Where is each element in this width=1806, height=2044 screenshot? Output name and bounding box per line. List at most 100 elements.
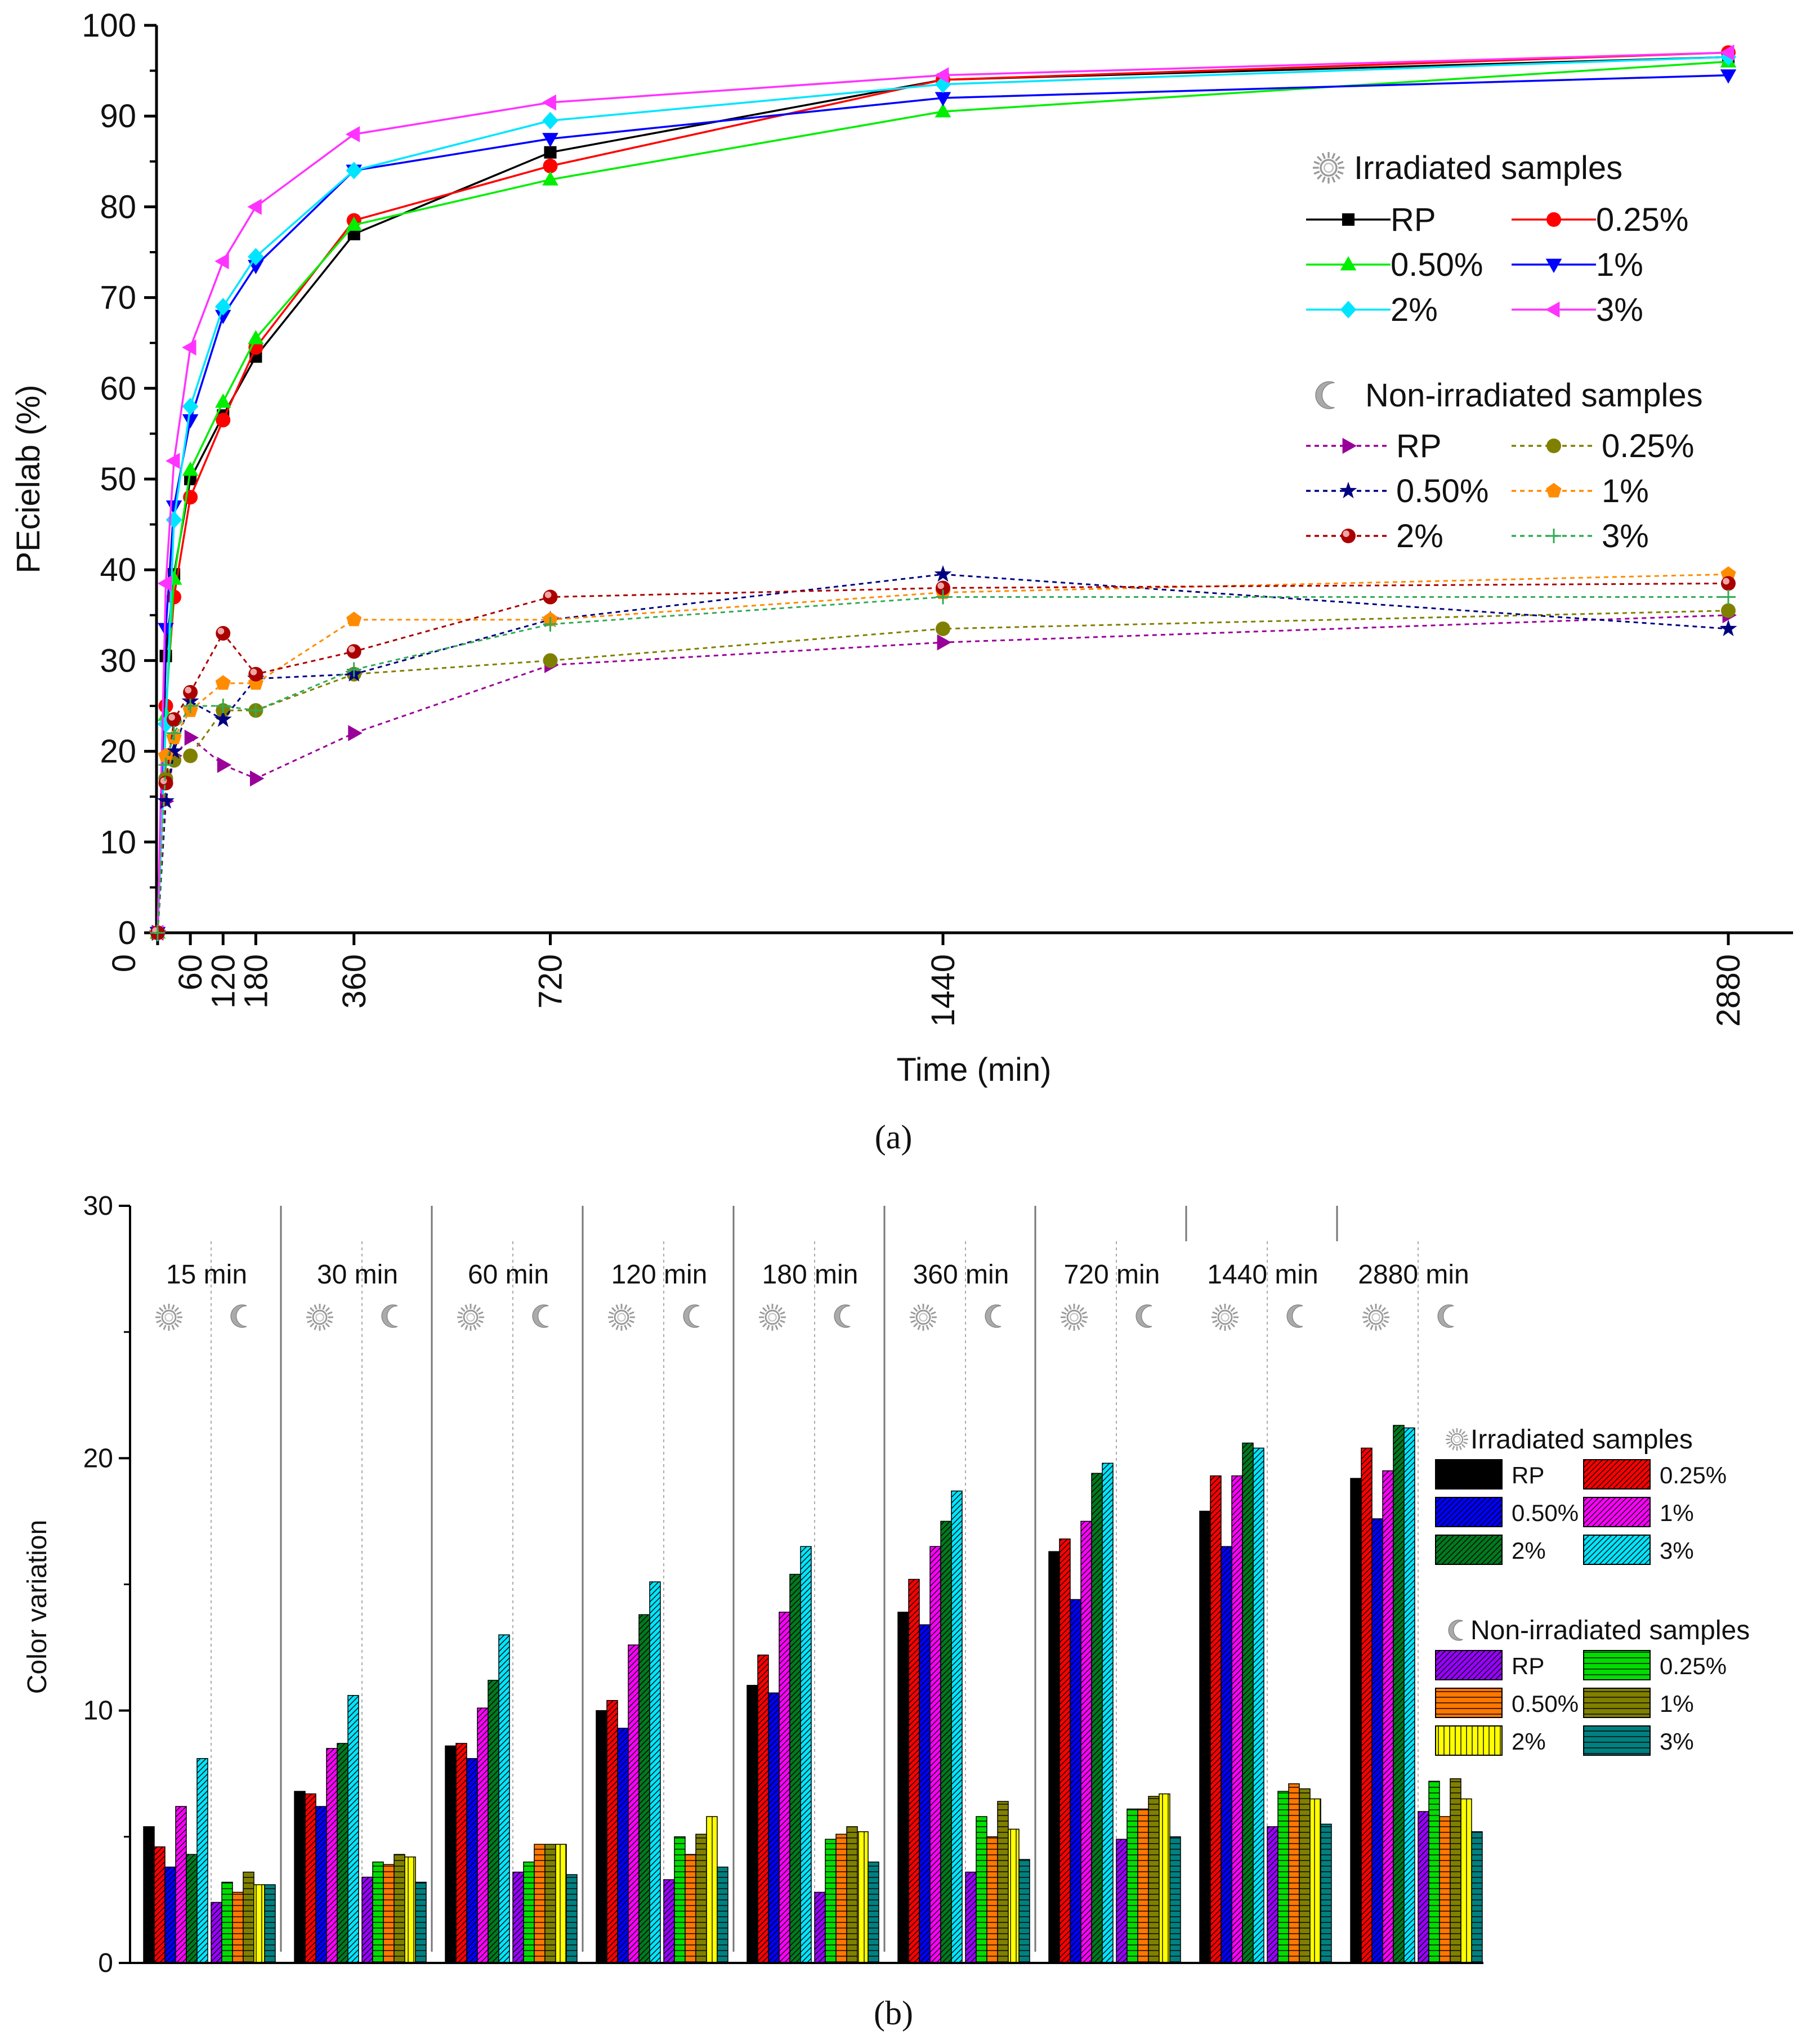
panel-b-bar-irradiated-0-25pct (1059, 1538, 1071, 1964)
panel-b-legend-label: 0.50% (1512, 1500, 1579, 1526)
panel-a-data-point (249, 770, 265, 787)
panel-a-legend-item-nonirradiated-0-50pct: 0.50% (1306, 473, 1488, 509)
panel-b-bar-group-360-min (897, 1490, 1030, 1964)
panel-b-bar-nonirradiated-1pct (846, 1826, 858, 1964)
panel-b-bar-irradiated-1pct (1231, 1475, 1243, 1964)
panel-b-bar-irradiated-3pct (1403, 1427, 1415, 1964)
panel-a-legend-label: 1% (1602, 473, 1649, 509)
panel-b-bar-irradiated-2pct (488, 1680, 499, 1964)
panel-a-y-tick-label: 60 (100, 370, 136, 407)
panel-a-x-tick-label: 1440 (925, 954, 962, 1027)
panel-b-y-tick-label: 10 (83, 1696, 113, 1726)
panel-b-bar-irradiated-rp (897, 1612, 909, 1964)
panel-b-bar-nonirradiated-1pct (243, 1871, 254, 1964)
panel-b-bar-irradiated-0-25pct (455, 1743, 467, 1964)
panel-b-legend-label: 2% (1512, 1728, 1546, 1755)
panel-a-legend-label: 2% (1396, 518, 1443, 554)
panel-b-bar-nonirradiated-0-50pct (534, 1844, 546, 1964)
panel-a-y-axis-label: PEcielab (%) (10, 384, 47, 573)
panel-b-bar-nonirradiated-rp (965, 1871, 977, 1964)
panel-a-data-point (184, 472, 197, 486)
panel-b-bar-irradiated-0-25pct (908, 1578, 920, 1964)
panel-b-bar-nonirradiated-3pct (1018, 1859, 1030, 1964)
panel-b-bar-irradiated-rp (746, 1685, 758, 1964)
panel-b-legend-label: 1% (1660, 1690, 1694, 1717)
panel-a-series-line (157, 60, 1729, 933)
panel-b-bar-irradiated-1pct (779, 1612, 790, 1964)
panel-b-legend-item-irradiated-0-25pct: 0.25% (1583, 1459, 1727, 1490)
panel-b-bar-nonirradiated-0-25pct (976, 1816, 987, 1964)
panel-b-bar-irradiated-2pct (789, 1573, 801, 1964)
panel-a-x-tick-label: 0 (106, 954, 142, 972)
panel-a-data-point (346, 662, 361, 677)
panel-a-data-point (158, 757, 173, 772)
panel-b-bar-irradiated-0-50pct (1221, 1546, 1232, 1964)
panel-a-data-point (157, 575, 172, 592)
panel-b-bar-nonirradiated-2pct (1460, 1798, 1472, 1964)
panel-a-series-line (157, 610, 1729, 933)
panel-b-bar-nonirradiated-2pct (404, 1856, 416, 1964)
panel-b-bar-irradiated-1pct (1080, 1520, 1092, 1964)
panel-a-data-point (216, 699, 231, 713)
panel-a-legend-marker (1546, 482, 1562, 498)
panel-a-data-point (217, 757, 232, 773)
panel-a-data-point (542, 94, 556, 111)
panel-a-data-point (183, 748, 198, 763)
panel-b-legend-swatch (1435, 1535, 1503, 1565)
panel-b-bar-nonirradiated-2pct (857, 1831, 869, 1964)
panel-b-legend-swatch (1435, 1650, 1503, 1680)
panel-a-legend-label: 0.50% (1396, 473, 1488, 509)
panel-a-data-point (214, 710, 232, 727)
panel-a-data-point (214, 393, 231, 408)
panel-a-legend-marker (1340, 301, 1357, 319)
panel-b-bar-nonirradiated-0-50pct (1137, 1808, 1149, 1964)
panel-b-y-tick-label: 30 (83, 1191, 113, 1221)
panel-a-y-tick-label: 30 (100, 642, 136, 679)
panel-a-legend-marker (1340, 256, 1357, 271)
panel-a-series-nonirradiated-0-50pct (149, 565, 1737, 941)
panel-b-bar-irradiated-0-50pct (164, 1866, 176, 1964)
panel-a-data-point (935, 92, 951, 106)
panel-b-bar-irradiated-3pct (951, 1490, 963, 1964)
panel-b-bar-nonirradiated-1pct (1148, 1796, 1160, 1964)
panel-b-bar-nonirradiated-0-25pct (1277, 1791, 1289, 1964)
panel-a-legend-label: 0.50% (1391, 247, 1483, 283)
panel-a-legend-label: 0.25% (1596, 202, 1688, 238)
panel-a-data-point (934, 565, 952, 582)
panel-a-data-point (1720, 69, 1737, 84)
panel-b-legend-item-irradiated-rp: RP (1435, 1459, 1544, 1490)
panel-a-series-line (157, 51, 1729, 933)
panel-a-data-point (937, 634, 951, 651)
panel-b-legend: Irradiated samples Non-irradiated sample… (1435, 1425, 1750, 1756)
panel-b-bar-nonirradiated-rp (361, 1876, 373, 1964)
panel-b-bar-nonirradiated-2pct (555, 1844, 567, 1964)
panel-b-bar-irradiated-1pct (929, 1546, 941, 1964)
panel-b-bar-irradiated-rp (1048, 1551, 1060, 1964)
panel-b-legend-item-nonirradiated-2pct: 2% (1435, 1725, 1546, 1756)
panel-a-series-line (157, 74, 1729, 933)
panel-b-bar-nonirradiated-0-25pct (825, 1839, 837, 1964)
panel-a-y-tick-label: 90 (100, 98, 136, 135)
panel-b-legend-label: 0.50% (1512, 1690, 1579, 1717)
panel-b-bar-nonirradiated-2pct (1159, 1793, 1170, 1964)
panel-b-legend-label: 2% (1512, 1537, 1546, 1564)
panel-b-bar-irradiated-rp (294, 1791, 306, 1964)
panel-b-bar-nonirradiated-3pct (264, 1884, 276, 1964)
panel-b-bar-group-60-min (445, 1634, 578, 1964)
panel-b-bar-irradiated-1pct (1382, 1470, 1394, 1964)
moon-icon (532, 1304, 549, 1328)
panel-b-bar-irradiated-rp (1199, 1510, 1211, 1964)
panel-a-legend-marker (1342, 213, 1355, 226)
panel-a-legend-label: RP (1391, 202, 1436, 238)
panel-a-legend-item-irradiated-0-50pct: 0.50% (1306, 247, 1483, 283)
panel-a-data-point (166, 453, 180, 469)
panel-b-bar-nonirradiated-1pct (1450, 1778, 1461, 1964)
panel-a-x-tick-label: 60 (172, 954, 209, 991)
moon-icon (1315, 381, 1335, 409)
panel-b-legend-irradiated-title: Irradiated samples (1470, 1425, 1693, 1455)
moon-icon (985, 1304, 1002, 1328)
moon-icon (1286, 1304, 1303, 1328)
panel-b-bar-irradiated-1pct (326, 1748, 338, 1964)
panel-b-bar-irradiated-2pct (940, 1520, 952, 1964)
